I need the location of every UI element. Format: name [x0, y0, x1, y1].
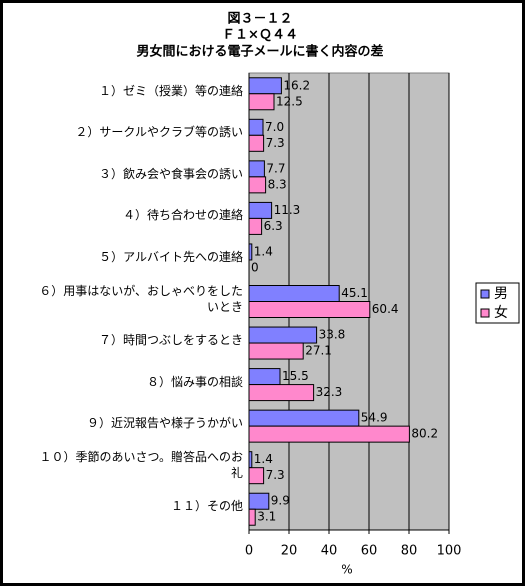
bar [248, 425, 410, 443]
bar [248, 409, 360, 427]
y-tick-label: １０）季節のあいさつ。贈答品へのお礼 [39, 449, 243, 480]
chart-svg: 図３－１２ Ｆ１×Ｑ４４ 男女間における電子メールに書く内容の差 % 0 20 40… [136, 12, 520, 577]
y-tick-label: ２）サークルやクラブ等の誘い [75, 125, 243, 140]
value-label: 0 [251, 260, 259, 274]
bar [248, 217, 263, 235]
value-label: 12.5 [276, 94, 303, 108]
bar [248, 508, 256, 526]
value-label: 32.3 [316, 385, 343, 399]
value-label: 45.1 [341, 286, 368, 300]
value-label: 8.3 [268, 177, 287, 191]
bar [248, 93, 275, 111]
x-axis-label: % [341, 563, 352, 577]
y-tick-label: ６）用事はないが、おしゃべりをしたいとき [39, 283, 243, 314]
value-label: 1.4 [254, 452, 273, 466]
value-label: 7.7 [266, 161, 285, 175]
bar [248, 451, 253, 469]
bar [248, 176, 267, 194]
y-tick-label: ８）悩み事の相談 [146, 374, 243, 389]
x-tick-label: 100 [437, 544, 462, 559]
y-tick-label: ５）アルバイト先への連絡 [99, 249, 243, 264]
bar [248, 492, 270, 510]
chart-subtitle: Ｆ１×Ｑ４４ [222, 28, 298, 43]
bar [248, 243, 253, 261]
chart-subtitle: 男女間における電子メールに書く内容の差 [136, 44, 383, 60]
x-tick-label: 80 [401, 544, 418, 559]
value-label: 15.5 [282, 369, 309, 383]
value-label: 7.3 [266, 136, 285, 150]
value-label: 60.4 [372, 302, 399, 316]
value-label: 16.2 [283, 78, 310, 92]
legend-label: 女 [494, 304, 508, 321]
chart-title: 図３－１２ [227, 12, 292, 27]
y-tick-label: ３）飲み会や食事会の誘い [98, 166, 243, 181]
value-label: 80.2 [411, 427, 438, 441]
bar [248, 342, 304, 360]
y-tick-label: ７）時間つぶしをするとき [98, 333, 243, 348]
bar [248, 285, 340, 302]
value-label: 6.3 [264, 219, 283, 233]
bar [248, 467, 265, 485]
value-label: 9.9 [271, 494, 290, 508]
bar [248, 118, 264, 136]
value-label: 1.4 [254, 244, 273, 258]
bar [248, 77, 282, 95]
value-label: 11.3 [274, 203, 301, 217]
bar [248, 326, 318, 344]
legend-label: 男 [494, 286, 508, 302]
y-tick-label: ４）待ち合わせの連絡 [122, 208, 243, 223]
legend-swatch [480, 289, 490, 299]
y-tick-label: １１）その他 [170, 499, 243, 514]
bar [248, 201, 273, 219]
value-label: 27.1 [305, 344, 332, 358]
bar [248, 160, 265, 178]
value-label: 33.8 [319, 328, 346, 342]
bar [248, 384, 315, 402]
x-tick-label: 0 [245, 544, 253, 559]
bar [248, 134, 265, 152]
value-label: 7.3 [266, 468, 285, 482]
legend-swatch [480, 308, 490, 318]
y-tick-label: １）ゼミ（授業）等の連絡 [98, 83, 243, 98]
value-label: 3.1 [257, 510, 276, 524]
x-tick-label: 60 [361, 544, 378, 559]
bar [248, 368, 281, 386]
x-tick-label: 40 [321, 544, 338, 559]
y-tick-label: ９）近況報告や様子うかがい [86, 416, 243, 431]
x-tick-label: 20 [281, 544, 298, 559]
value-label: 7.0 [265, 120, 284, 134]
bar [248, 301, 371, 318]
value-label: 54.9 [361, 411, 388, 425]
